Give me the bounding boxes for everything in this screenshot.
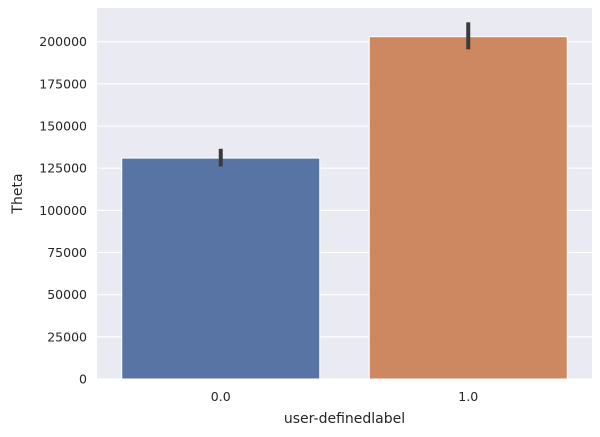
y-tick-label: 125000 [39,161,87,176]
y-tick-label: 200000 [39,34,87,49]
x-tick-label: 1.0 [458,389,478,404]
y-tick-label: 75000 [47,245,87,260]
bar-1.0 [368,36,568,380]
y-axis-label: Theta [10,173,26,214]
bar-0.0 [121,157,321,380]
y-tick-label: 25000 [47,329,87,344]
y-axis-ticks: 0 25000 50000 75000 100000 125000 150000 175000… [39,34,87,386]
x-axis-label: user-definedlabel [284,411,405,427]
y-tick-label: 50000 [47,287,87,302]
y-tick-label: 0 [79,372,87,387]
y-tick-label: 100000 [39,203,87,218]
y-tick-label: 175000 [39,76,87,91]
error-bars [218,22,471,167]
x-axis-ticks: 0.0 1.0 [211,389,478,404]
y-tick-label: 150000 [39,119,87,134]
x-tick-label: 0.0 [211,389,231,404]
bars [121,36,568,380]
